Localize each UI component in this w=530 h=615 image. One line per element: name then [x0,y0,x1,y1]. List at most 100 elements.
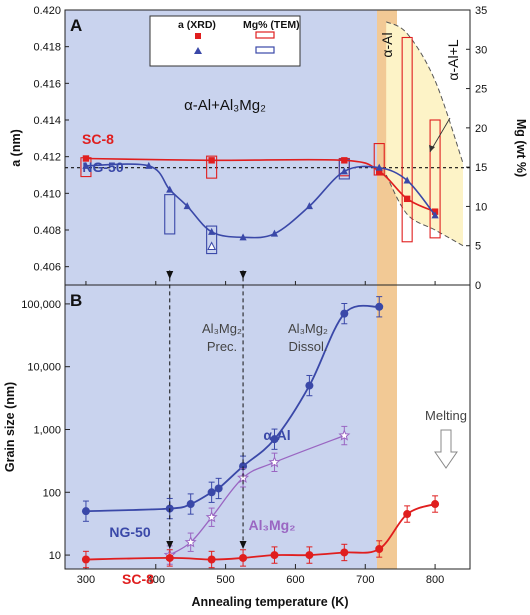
label-sc8-b: SC-8 [122,571,154,587]
annotation-precip-line2: Prec. [207,339,237,354]
panel-a-ytick-label: 0.406 [33,262,61,274]
point-ng50-a [183,202,191,210]
panel-a-ytick-label: 0.418 [33,42,61,54]
x-tick-label: 400 [147,574,165,586]
panel-a-ytick-label: 0.414 [33,115,61,127]
panel-a-ytick-right-label: 25 [475,84,487,96]
panel-b-ytick-label: 100 [43,487,61,499]
x-tick-label: 800 [426,574,444,586]
annotation-precip-line1: Al₃Mg₂ [202,321,242,336]
annotation-dissol-line1: Al₃Mg₂ [288,321,328,336]
panel-a-ytick-right-label: 15 [475,162,487,174]
transition-arrow-head-a [166,271,174,279]
point-b-2 [375,544,384,553]
panel-a-ytick-label: 0.420 [33,5,61,17]
series-line-b-2 [85,503,436,561]
panel-a-ytick-right-label: 10 [475,201,487,213]
label-alpha-al-b: α-Al [263,427,290,443]
panel-b-ytick-label: 1,000 [33,424,61,436]
point-ng50-a [145,161,153,169]
legend-sc8-box [255,31,275,39]
series-line-b-0 [85,304,380,513]
legend-tem-label: Mg% (TEM) [243,19,300,31]
x-tick-label: 300 [77,574,95,586]
point-ng50-a [305,202,313,210]
mg-box [206,155,218,179]
point-ng50-a [403,176,411,184]
label-ng50-b: NG-50 [109,524,150,540]
x-tick-label: 700 [356,574,374,586]
mg-box [401,36,413,243]
transition-arrow-head-b [166,541,174,549]
point-b-2 [403,510,412,519]
mg-box [373,143,385,176]
legend-box [149,15,301,67]
point-b-2 [431,500,440,509]
panel-a-ytick-right-label: 35 [475,5,487,17]
point-ng50-a [340,167,348,175]
x-tick-label: 500 [216,574,234,586]
point-b-0 [340,309,349,318]
panel-b: 300 400 500 600 700 800 10 100 1,000 10,000 100,00… [21,296,444,586]
panel-a: 0.406 0.408 0.410 0.412 0.414 0.416 0.418 0.420… [33,5,487,292]
point-ng50-a [270,229,279,237]
annotation-melting: Melting [425,408,467,423]
point-b-0 [270,435,279,444]
x-tick-label: 600 [286,574,304,586]
mg-box [164,194,176,235]
panel-b-ylabel: Grain size (nm) [3,382,17,472]
point-b-0 [375,302,384,311]
point-ng50-a [208,227,216,235]
point-b-2 [340,548,349,557]
panel-a-ylabel: a (nm) [9,129,23,167]
point-sc8-a [208,157,215,164]
melting-arrow [434,429,458,469]
solvus-lower-boundary [385,174,464,247]
legend: a (XRD) Mg% (TEM) [149,15,301,67]
legend-ng50-triangle [194,47,202,54]
x-axis-label: Annealing temperature (K) [192,595,349,609]
liquid-pointer-line [429,117,451,153]
point-b-0 [186,500,195,509]
series-line-a-1 [85,163,436,239]
annotation-precip: Al₃Mg₂ Prec. [202,321,242,354]
panel-b-frame [64,284,471,570]
point-ng50-a [431,211,439,219]
panel-a-ylabel-right: Mg (wt %) [514,119,528,177]
point-b-2 [207,555,216,564]
liquid-pointer-head [429,145,435,152]
point-al3mg2 [268,455,281,468]
transition-arrow-head-a [239,271,247,279]
panel-b-ytick-label: 10 [49,550,61,562]
legend-ng50-box [255,46,275,54]
point-b-2 [270,551,279,560]
point-sc8-a [376,168,383,175]
panel-b-ytick-label: 100,000 [21,299,61,311]
point-al3mg2 [237,471,250,484]
panel-a-letter: A [70,16,82,35]
point-sc8-a [82,155,90,162]
point-ng50-a [82,161,90,169]
panel-a-ytick-label: 0.410 [33,188,61,200]
mg-box [206,225,218,255]
region-label-liquid: α-Al+L [445,39,461,80]
panel-a-ytick-right-label: 30 [475,44,487,56]
panel-b-regions [65,285,397,569]
point-ng50-a [375,163,383,171]
label-ng50-a: NG-50 [82,159,123,175]
annotation-dissol-line2: Dissol. [288,339,327,354]
legend-xrd-label: a (XRD) [178,19,216,31]
panel-b-ytick-label: 10,000 [27,362,61,374]
panel-b-solid-region [65,285,377,569]
point-b-0 [81,507,90,516]
panel-a-ytick-label: 0.412 [33,152,61,164]
point-ng50-open [207,241,217,250]
label-al3mg2-b: Al₃Mg₂ [249,517,296,533]
point-sc8-a [341,157,348,164]
point-b-2 [81,555,90,564]
mg-box [429,119,441,239]
panel-b-letter: B [70,291,82,310]
point-ng50-a [166,185,174,193]
region-label-matrix: α-Al+Al₃Mg₂ [184,97,266,114]
